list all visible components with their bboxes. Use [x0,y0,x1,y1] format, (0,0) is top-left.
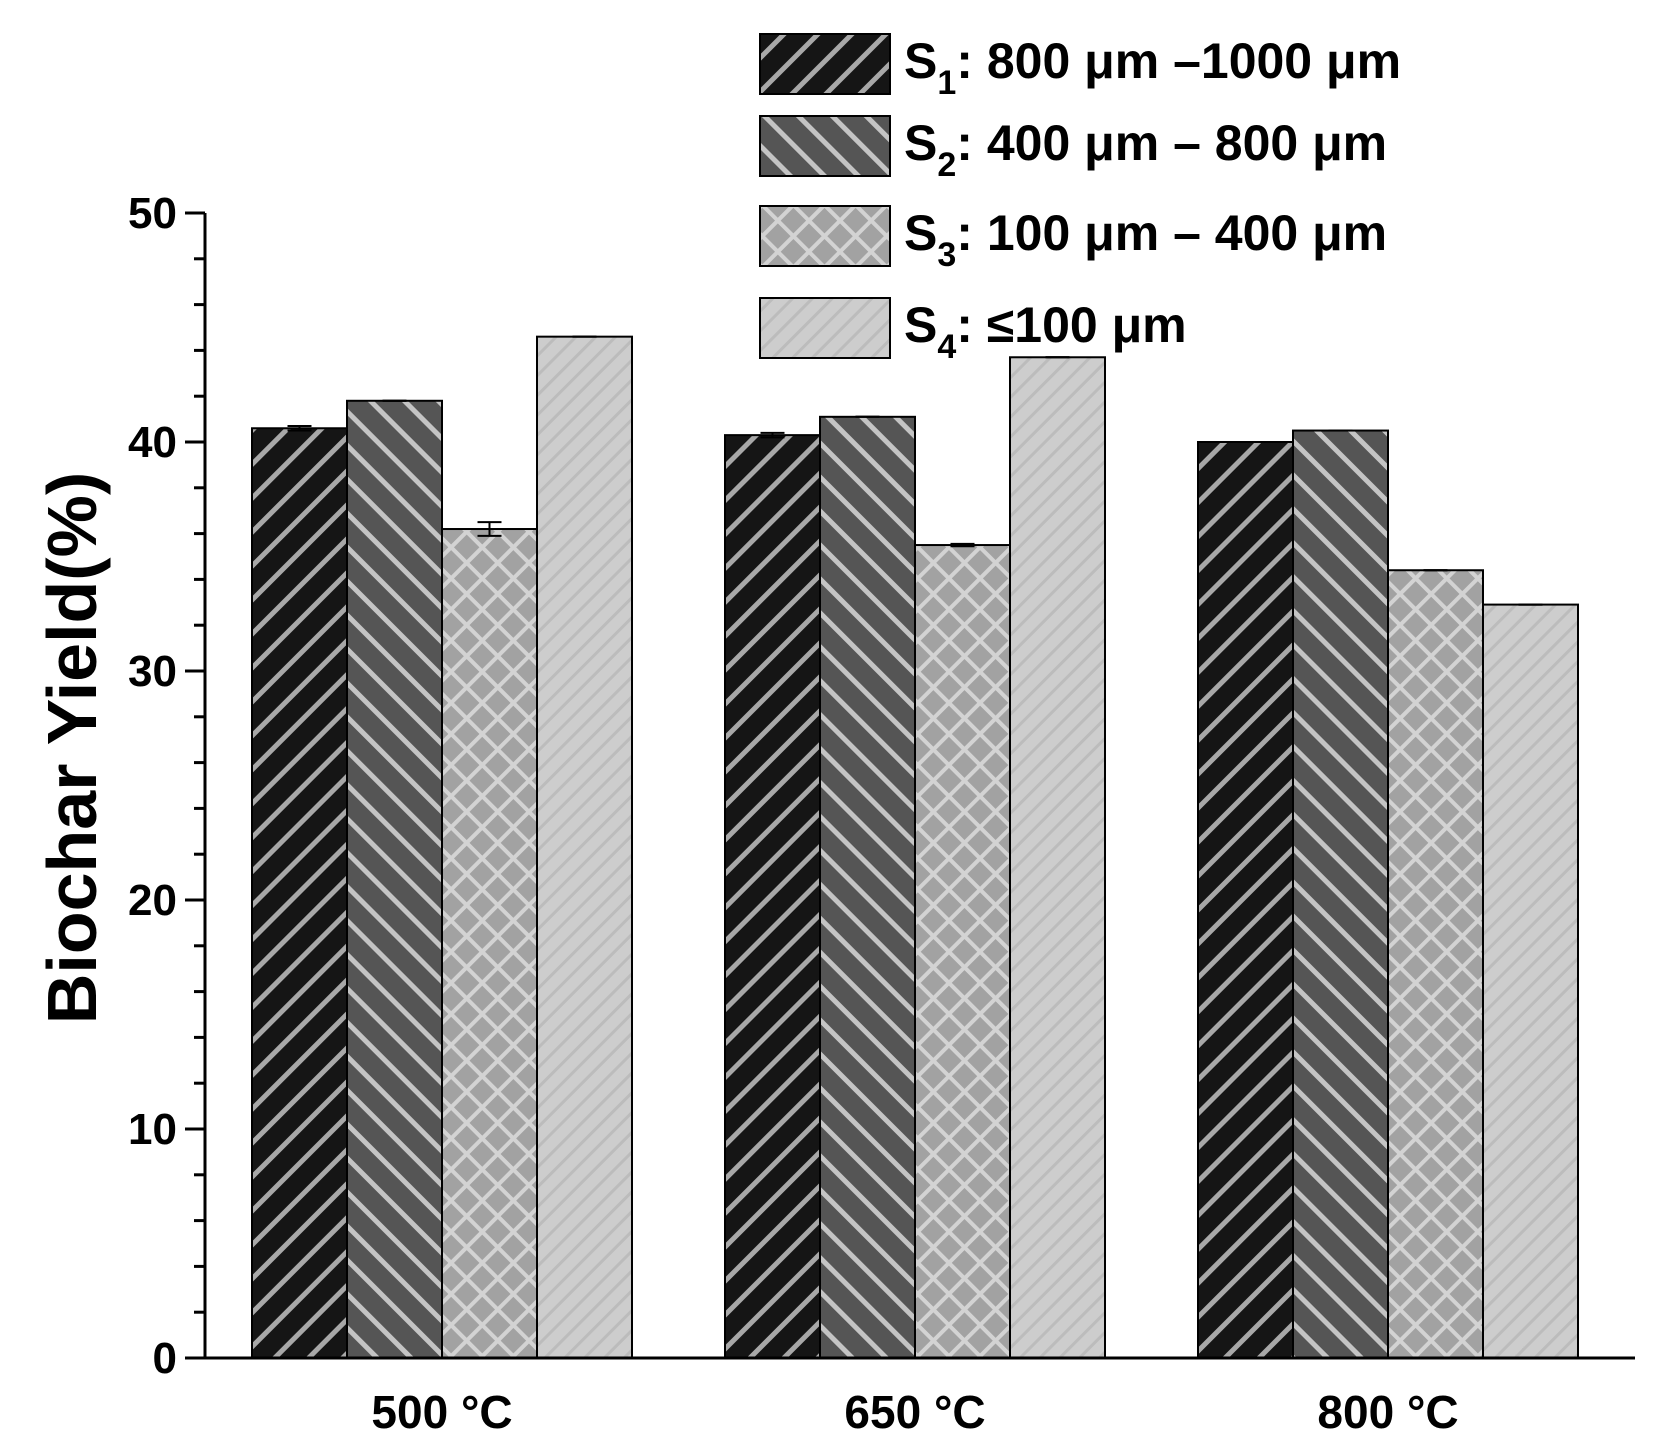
error-bars-layer [287,335,1543,606]
bars-layer [251,335,1579,1360]
legend-label-s3: S3: 100 μm – 400 μm [904,205,1387,274]
bar-s1-2 [724,434,821,1359]
bar-s2-2 [819,415,916,1359]
bar-s4-3 [1482,603,1579,1359]
y-tick-label: 10 [128,1105,177,1154]
y-tick-label: 50 [128,189,177,238]
legend-swatch-s1 [759,33,891,95]
legend-swatch-s2 [759,115,891,177]
y-ticks [185,211,205,1360]
bar-s3-1 [441,528,538,1359]
legend-label-s2: S2: 400 μm – 800 μm [904,115,1387,184]
y-axis-title: Biochar Yield(%) [33,472,111,1024]
axis-labels: 0 10 20 30 40 50 500 °C 650 °C 800 °C [128,189,1459,1438]
legend-label-s1: S1: 800 μm –1000 μm [904,33,1401,102]
bar-s3-3 [1387,569,1484,1359]
y-tick-label: 20 [128,876,177,925]
bar-s2-3 [1292,429,1389,1359]
legend-swatch-s3 [759,205,891,267]
bar-s4-2 [1009,356,1106,1359]
y-tick-label: 30 [128,647,177,696]
legend-swatch-s4 [759,297,891,359]
x-tick-label: 500 °C [371,1386,512,1438]
x-tick-label: 650 °C [844,1386,985,1438]
bar-s3-2 [914,544,1011,1359]
bar-s1-1 [251,427,348,1359]
legend-label-s4: S4: ≤100 μm [904,297,1187,366]
bar-s1-3 [1197,441,1294,1359]
error-bar-s3-2 [950,542,975,548]
error-bar-s3-1 [477,521,502,537]
y-tick-label: 40 [128,418,177,467]
bar-s4-1 [536,335,633,1360]
y-tick-label: 0 [153,1334,177,1383]
error-bar-s1-2 [760,431,785,439]
axes [203,213,1635,1360]
bar-s2-1 [346,399,443,1359]
x-tick-label: 800 °C [1317,1386,1458,1438]
error-bar-s1-1 [287,424,312,432]
legend: S1: 800 μm –1000 μm S2: 400 μm – 800 μm S3… [759,33,1401,366]
